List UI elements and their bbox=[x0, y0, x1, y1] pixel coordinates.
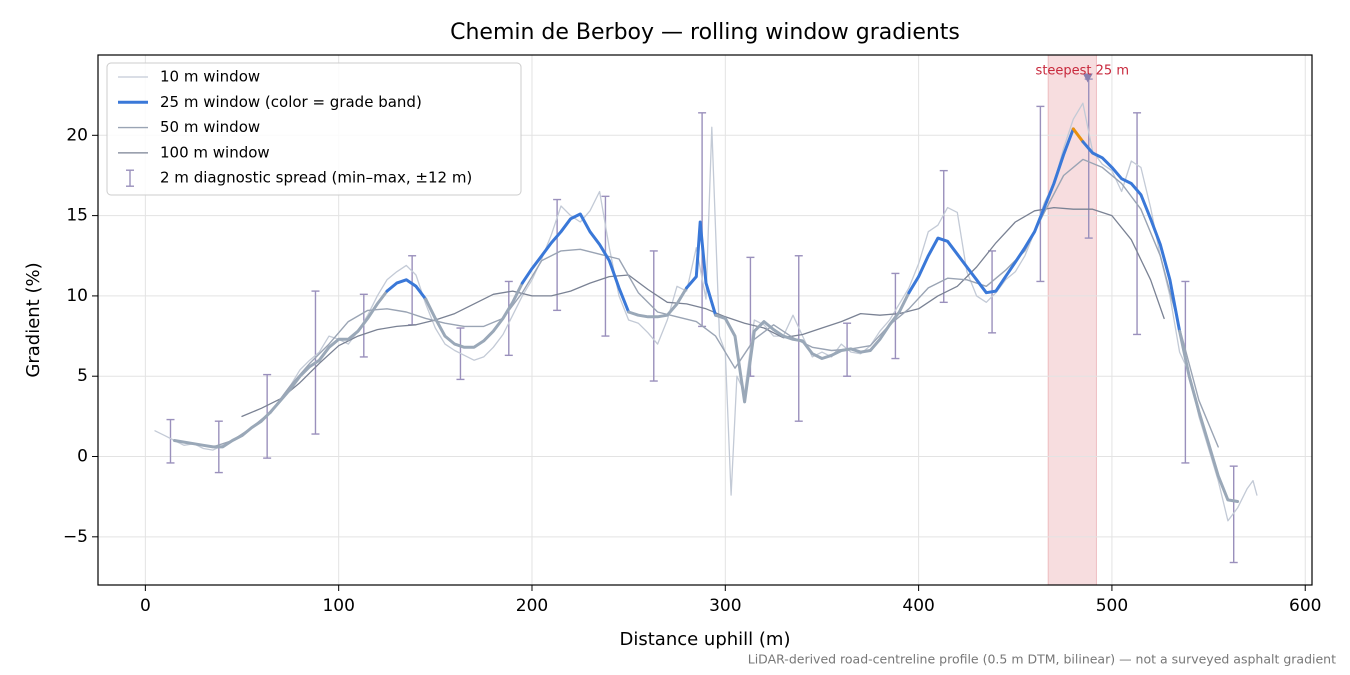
error-bar bbox=[1229, 465, 1238, 564]
y-axis-label: Gradient (%) bbox=[23, 262, 44, 377]
legend-label: 2 m diagnostic spread (min–max, ±12 m) bbox=[160, 169, 472, 187]
y-tick-label: −5 bbox=[63, 527, 88, 547]
line-segment bbox=[1071, 127, 1085, 144]
line-segment bbox=[424, 281, 524, 349]
y-tick-label: 20 bbox=[66, 125, 88, 145]
legend: 10 m window 25 m window (color = grade ba… bbox=[106, 62, 522, 196]
y-tick-label: 0 bbox=[77, 447, 88, 467]
plot-area bbox=[98, 54, 1312, 586]
x-tick-label: 600 bbox=[1289, 596, 1321, 616]
x-tick-label: 400 bbox=[902, 596, 934, 616]
error-bar bbox=[601, 195, 610, 337]
line bbox=[241, 206, 1165, 418]
line-segment bbox=[1178, 329, 1240, 503]
y-tick-label: 5 bbox=[77, 366, 88, 386]
line bbox=[173, 158, 1219, 448]
error-bar bbox=[1181, 280, 1190, 464]
highlight-label: steepest 25 m bbox=[1036, 64, 1129, 79]
line-segment bbox=[627, 286, 689, 319]
x-tick-label: 500 bbox=[1096, 596, 1128, 616]
x-tick-label: 0 bbox=[140, 596, 151, 616]
chart-title: Chemin de Berboy — rolling window gradie… bbox=[450, 20, 960, 45]
legend-label: 50 m window bbox=[160, 118, 260, 136]
legend-label: 25 m window (color = grade band) bbox=[160, 93, 422, 111]
x-tick-label: 300 bbox=[709, 596, 741, 616]
x-tick-label: 200 bbox=[516, 596, 548, 616]
x-tick-label: 100 bbox=[322, 596, 354, 616]
axes-frame bbox=[97, 54, 1313, 586]
line-segment bbox=[1081, 140, 1182, 333]
legend-label: 10 m window bbox=[160, 68, 260, 86]
highlight-marker bbox=[1082, 73, 1093, 83]
line bbox=[154, 102, 1258, 522]
error-bar bbox=[504, 280, 513, 357]
line-segment bbox=[520, 212, 631, 314]
line-segment bbox=[172, 289, 389, 449]
line-segment bbox=[385, 278, 428, 301]
error-bar bbox=[166, 418, 175, 464]
x-axis-label: Distance uphill (m) bbox=[620, 629, 791, 650]
error-bar bbox=[794, 255, 803, 422]
legend-box bbox=[106, 62, 522, 196]
y-tick-label: 10 bbox=[66, 286, 88, 306]
y-tick-label: 15 bbox=[66, 206, 88, 226]
error-bar bbox=[1133, 112, 1142, 336]
footnote: LiDAR-derived road-centreline profile (0… bbox=[748, 652, 1336, 667]
line-segment bbox=[714, 291, 911, 404]
legend-label: 100 m window bbox=[160, 143, 270, 161]
line-segment bbox=[907, 127, 1075, 295]
error-bar bbox=[1036, 105, 1045, 283]
line-segment bbox=[685, 220, 718, 317]
